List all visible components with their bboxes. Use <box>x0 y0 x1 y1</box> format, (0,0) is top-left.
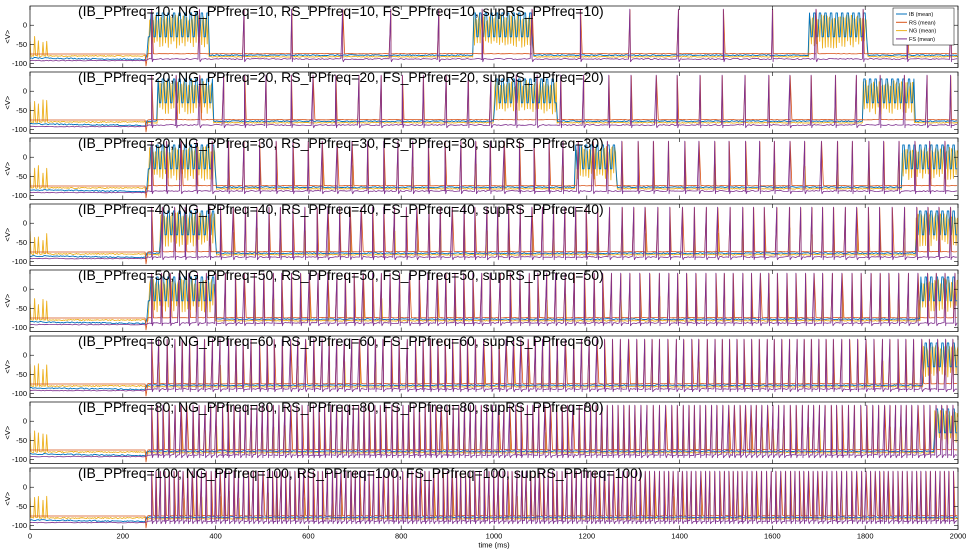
y-axis-label: <V> <box>3 425 12 439</box>
panel-1: 0 -50 -100 <V> (IB_PPfreq=10; NG_PPfreq=10, … <box>3 3 959 68</box>
series-fs-mean <box>30 206 958 261</box>
x-tick-label: 800 <box>395 532 408 541</box>
series-fs-mean <box>30 8 958 63</box>
y-tick-label: -50 <box>16 502 27 511</box>
y-tick-label: -100 <box>12 323 27 332</box>
series-ng-mean <box>30 146 958 190</box>
series-ng-mean <box>30 278 958 322</box>
y-axis-label: <V> <box>3 95 12 109</box>
y-tick-label: 0 <box>23 21 27 30</box>
panel-traces <box>30 470 958 529</box>
y-tick-label: 0 <box>23 351 27 360</box>
panel-6: 0 -50 -100 <V> (IB_PPfreq=60; NG_PPfreq=60, … <box>3 333 959 398</box>
panel-traces <box>30 272 958 331</box>
y-tick-label: -50 <box>16 238 27 247</box>
panel-7: 0 -50 -100 <V> (IB_PPfreq=80; NG_PPfreq=80, … <box>3 399 959 464</box>
panel-title: (IB_PPfreq=80; NG_PPfreq=80, RS_PPfreq=8… <box>78 399 604 415</box>
y-axis-label: <V> <box>3 293 12 307</box>
panel-title: (IB_PPfreq=50; NG_PPfreq=50, RS_PPfreq=5… <box>78 267 604 283</box>
y-tick-label: -100 <box>12 257 27 266</box>
y-axis-label: <V> <box>3 491 12 505</box>
y-tick-label: 0 <box>23 87 27 96</box>
y-tick-label: -100 <box>12 191 27 200</box>
panel-traces <box>30 404 958 463</box>
x-tick-label: 200 <box>117 532 130 541</box>
y-tick-label: -50 <box>16 436 27 445</box>
panel-traces <box>30 338 958 397</box>
series-ib-mean <box>30 12 958 61</box>
panel-title: (IB_PPfreq=100; NG_PPfreq=100, RS_PPfreq… <box>78 465 643 481</box>
series-ib-mean <box>30 144 958 193</box>
panel-traces <box>30 206 958 265</box>
panel-title: (IB_PPfreq=10; NG_PPfreq=10, RS_PPfreq=1… <box>78 3 604 19</box>
y-tick-label: -50 <box>16 106 27 115</box>
legend-entry: FS (mean) <box>909 37 935 43</box>
series-ng-mean <box>30 80 958 124</box>
x-tick-label: 1200 <box>578 532 595 541</box>
legend-entry: NG (mean) <box>909 29 936 35</box>
x-tick-label: 1400 <box>671 532 688 541</box>
y-tick-label: 0 <box>23 417 27 426</box>
panel-4: 0 -50 -100 <V> (IB_PPfreq=40; NG_PPfreq=40, … <box>3 201 959 266</box>
y-tick-label: -100 <box>12 455 27 464</box>
x-tick-label: 1600 <box>764 532 781 541</box>
legend-entry: IB (mean) <box>909 12 933 18</box>
legend: IB (mean) RS (mean) NG (mean) FS (mean) <box>892 7 955 46</box>
panel-title: (IB_PPfreq=30; NG_PPfreq=30, RS_PPfreq=3… <box>78 135 604 151</box>
x-tick-label: 0 <box>28 532 32 541</box>
panel-2: 0 -50 -100 <V> (IB_PPfreq=20; NG_PPfreq=20, … <box>3 69 959 134</box>
x-tick-label: 400 <box>209 532 222 541</box>
series-fs-mean <box>30 272 958 327</box>
panel-3: 0 -50 -100 <V> (IB_PPfreq=30; NG_PPfreq=30, … <box>3 135 959 200</box>
y-axis-label: <V> <box>3 29 12 43</box>
y-axis-label: <V> <box>3 359 12 373</box>
y-axis-label: <V> <box>3 161 12 175</box>
series-ib-mean <box>30 210 958 259</box>
y-tick-label: -100 <box>12 125 27 134</box>
x-tick-label: 1000 <box>486 532 503 541</box>
legend-entry: RS (mean) <box>909 20 936 26</box>
y-tick-label: -100 <box>12 521 27 530</box>
panel-title: (IB_PPfreq=20; NG_PPfreq=20, RS_PPfreq=2… <box>78 69 604 85</box>
series-fs-mean <box>30 338 958 393</box>
y-tick-label: -50 <box>16 172 27 181</box>
panel-traces <box>30 8 958 67</box>
y-tick-label: -100 <box>12 59 27 68</box>
series-fs-mean <box>30 470 958 525</box>
y-tick-label: 0 <box>23 483 27 492</box>
y-tick-label: -50 <box>16 370 27 379</box>
series-fs-mean <box>30 140 958 195</box>
y-tick-label: -50 <box>16 304 27 313</box>
panel-title: (IB_PPfreq=40; NG_PPfreq=40, RS_PPfreq=4… <box>78 201 604 217</box>
series-fs-mean <box>30 404 958 459</box>
panel-traces <box>30 74 958 133</box>
series-ib-mean <box>30 276 958 325</box>
x-tick-label: 1800 <box>857 532 874 541</box>
series-ib-mean <box>30 78 958 127</box>
series-rs-mean <box>30 9 958 67</box>
y-tick-label: 0 <box>23 219 27 228</box>
y-axis-label: <V> <box>3 227 12 241</box>
series-ng-mean <box>30 344 958 388</box>
series-ib-mean <box>30 342 958 391</box>
y-tick-label: 0 <box>23 153 27 162</box>
series-rs-mean <box>30 471 958 529</box>
x-axis-label: time (ms) <box>478 541 510 550</box>
y-tick-label: -100 <box>12 389 27 398</box>
series-fs-mean <box>30 74 958 129</box>
series-rs-mean <box>30 75 958 133</box>
x-tick-label: 600 <box>302 532 315 541</box>
series-ng-mean <box>30 212 958 256</box>
y-tick-label: -50 <box>16 40 27 49</box>
panel-8: 0 -50 -100 <V> (IB_PPfreq=100; NG_PPfreq=100… <box>3 465 959 530</box>
x-tick-label: 2000 <box>950 532 967 541</box>
panel-5: 0 -50 -100 <V> (IB_PPfreq=50; NG_PPfreq=50, … <box>3 267 959 332</box>
panel-traces <box>30 140 958 199</box>
panel-title: (IB_PPfreq=60; NG_PPfreq=60, RS_PPfreq=6… <box>78 333 604 349</box>
y-tick-label: 0 <box>23 285 27 294</box>
